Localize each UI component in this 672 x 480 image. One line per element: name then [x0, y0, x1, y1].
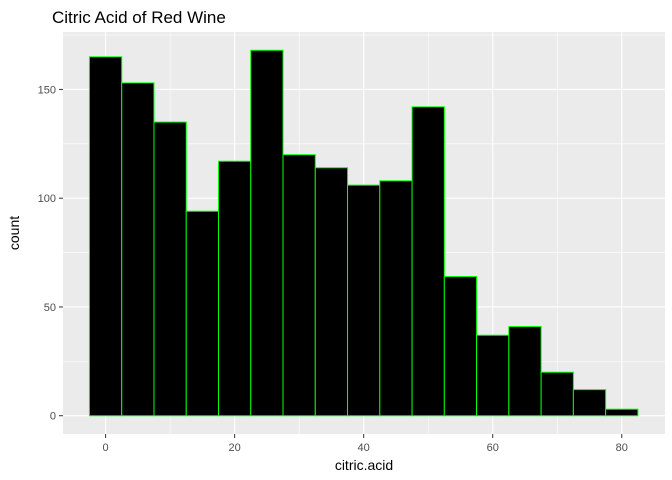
histogram-bar — [88, 56, 123, 417]
histogram-bar — [411, 106, 445, 417]
histogram-bar — [250, 49, 284, 417]
y-axis: 0 50 100 150 — [38, 84, 63, 423]
histogram-bar — [282, 154, 316, 417]
y-tick-label: 100 — [38, 193, 56, 205]
histogram-bar — [379, 180, 413, 417]
histogram-bar — [572, 389, 607, 417]
histogram-bar — [508, 326, 542, 417]
histogram-bars — [88, 49, 639, 417]
x-axis: 0 20 40 60 80 — [103, 434, 628, 454]
histogram-bar — [443, 276, 478, 417]
histogram-bar — [540, 371, 574, 417]
y-axis-title: count — [6, 216, 22, 250]
chart-title: Citric Acid of Red Wine — [52, 8, 226, 27]
y-tick-label: 50 — [44, 302, 56, 314]
y-tick-label: 0 — [50, 411, 56, 423]
histogram-bar — [218, 160, 252, 417]
x-axis-title: citric.acid — [335, 457, 393, 473]
x-tick-label: 20 — [229, 442, 241, 454]
histogram-bar — [347, 184, 381, 417]
histogram-bar — [314, 167, 349, 417]
histogram-bar — [121, 82, 155, 417]
histogram-bar — [185, 210, 220, 417]
x-tick-label: 0 — [103, 442, 109, 454]
x-tick-label: 40 — [358, 442, 370, 454]
x-tick-label: 80 — [616, 442, 628, 454]
x-tick-label: 60 — [487, 442, 499, 454]
histogram-bar — [605, 408, 639, 417]
y-tick-label: 150 — [38, 84, 56, 96]
histogram-bar — [476, 334, 510, 417]
histogram-bar — [153, 121, 187, 417]
